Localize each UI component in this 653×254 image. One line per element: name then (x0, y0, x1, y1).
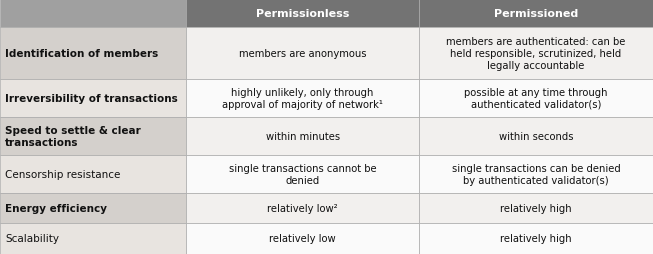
Bar (0, 118, 186, 155)
Text: single transactions can be denied
by authenticated validator(s): single transactions can be denied by aut… (452, 164, 620, 185)
Bar (419, 118, 653, 155)
Bar (186, 155, 419, 193)
Bar (419, 193, 653, 223)
Bar (0, 193, 186, 223)
Text: possible at any time through
authenticated validator(s): possible at any time through authenticat… (464, 88, 608, 109)
Text: relatively low²: relatively low² (267, 203, 338, 213)
Bar (419, 80, 653, 118)
Bar (419, 155, 653, 193)
Bar (0, 0, 186, 28)
Bar (186, 118, 419, 155)
Text: Energy efficiency: Energy efficiency (5, 203, 107, 213)
Text: Permissioned: Permissioned (494, 9, 579, 19)
Bar (186, 28, 419, 80)
Text: Scalability: Scalability (5, 234, 59, 244)
Text: Permissionless: Permissionless (256, 9, 349, 19)
Text: Irreversibility of transactions: Irreversibility of transactions (5, 94, 178, 104)
Text: Identification of members: Identification of members (5, 49, 158, 59)
Text: relatively low: relatively low (269, 234, 336, 244)
Text: members are authenticated: can be
held responsible, scrutinized, held
legally ac: members are authenticated: can be held r… (447, 37, 626, 70)
Text: relatively high: relatively high (500, 203, 572, 213)
Text: within minutes: within minutes (266, 132, 340, 141)
Bar (0, 223, 186, 254)
Bar (419, 28, 653, 80)
Bar (186, 223, 419, 254)
Bar (419, 223, 653, 254)
Bar (0, 80, 186, 118)
Text: Censorship resistance: Censorship resistance (5, 169, 120, 179)
Text: within seconds: within seconds (499, 132, 573, 141)
Bar (0, 28, 186, 80)
Text: highly unlikely, only through
approval of majority of network¹: highly unlikely, only through approval o… (222, 88, 383, 109)
Bar (186, 193, 419, 223)
Text: members are anonymous: members are anonymous (239, 49, 366, 59)
Bar (186, 80, 419, 118)
Text: Speed to settle & clear
transactions: Speed to settle & clear transactions (5, 126, 141, 147)
Bar (419, 0, 653, 28)
Bar (186, 0, 419, 28)
Text: relatively high: relatively high (500, 234, 572, 244)
Text: single transactions cannot be
denied: single transactions cannot be denied (229, 164, 377, 185)
Bar (0, 155, 186, 193)
